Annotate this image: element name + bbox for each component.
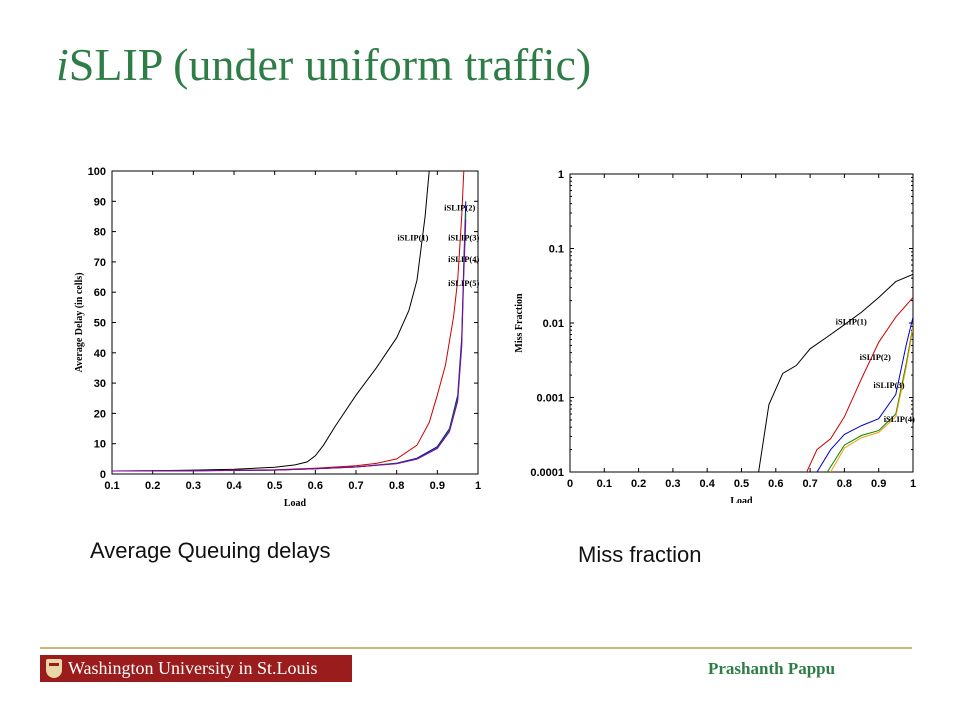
x-tick-label: 1: [910, 478, 916, 490]
x-tick-label: 0.8: [389, 480, 404, 492]
y-axis-label: Average Delay (in cells): [74, 272, 85, 372]
footer-divider: [40, 647, 912, 649]
x-tick-label: 0.7: [348, 480, 363, 492]
y-tick-label: 0.01: [543, 318, 564, 330]
series-label: iSLIP(5): [448, 278, 479, 288]
x-tick-label: 0.5: [734, 478, 749, 490]
series-line: [758, 273, 913, 472]
x-tick-label: 0.2: [145, 480, 160, 492]
x-tick-label: 0.5: [267, 480, 282, 492]
y-tick-label: 0.1: [549, 244, 564, 256]
series-line: [112, 219, 467, 472]
x-tick-label: 0.3: [665, 478, 680, 490]
series-label: iSLIP(2): [860, 352, 891, 362]
x-tick-label: 0.4: [700, 478, 716, 490]
series-label: iSLIP(1): [397, 233, 428, 243]
series-line: [112, 171, 465, 472]
series-line: [826, 326, 913, 472]
series-line: [112, 171, 430, 472]
slide-title-italic: i: [56, 39, 69, 90]
series-label: iSLIP(1): [836, 317, 867, 327]
x-tick-label: 1: [475, 480, 481, 492]
y-tick-label: 0: [100, 469, 106, 481]
y-tick-label: 0.0001: [530, 467, 564, 479]
series-label: iSLIP(3): [873, 380, 904, 390]
slide-title-rest: SLIP (under uniform traffic): [68, 39, 592, 90]
x-tick-label: 0.9: [430, 480, 445, 492]
x-tick-label: 0.7: [802, 478, 817, 490]
series-group: [112, 171, 467, 472]
y-tick-label: 40: [94, 348, 106, 360]
x-tick-label: 0.9: [871, 478, 886, 490]
y-tick-label: 100: [88, 166, 106, 178]
series-line: [816, 316, 913, 472]
y-tick-label: 70: [94, 257, 106, 269]
x-tick-label: 0.4: [226, 480, 242, 492]
x-tick-label: 0.2: [631, 478, 646, 490]
caption-miss-fraction: Miss fraction: [578, 542, 702, 567]
y-tick-label: 60: [94, 287, 106, 299]
y-tick-label: 30: [94, 378, 106, 390]
y-tick-label: 80: [94, 227, 106, 239]
series-line: [112, 213, 467, 472]
series-label: iSLIP(2): [444, 202, 475, 212]
series-group: [758, 273, 913, 472]
x-tick-label: 0.6: [308, 480, 323, 492]
university-logo: Washington University in St.Louis: [40, 655, 352, 682]
y-tick-label: 10: [94, 439, 106, 451]
series-label: iSLIP(4): [448, 254, 479, 264]
shield-icon: [46, 659, 62, 678]
x-tick-label: 0.6: [768, 478, 783, 490]
x-tick-label: 0.1: [104, 480, 119, 492]
y-tick-label: 50: [94, 318, 106, 330]
series-line: [830, 328, 913, 472]
x-tick-label: 0: [567, 478, 573, 490]
miss-fraction-chart: 0 0.1 0.2 0.3 0.4 0.5 0.6 0.7 0.8 0.9 1 0.0001 0.001…: [514, 169, 916, 503]
x-axis-label: Load: [730, 496, 753, 503]
university-name: Washington University in St.Louis: [68, 658, 318, 678]
x-tick-label: 0.3: [186, 480, 201, 492]
x-tick-label: 0.1: [597, 478, 612, 490]
caption-average-queuing-delays: Average Queuing delays: [90, 538, 331, 563]
series-label: iSLIP(4): [884, 414, 915, 424]
series-line: [806, 297, 913, 472]
series-label: iSLIP(3): [448, 233, 479, 243]
y-tick-label: 20: [94, 408, 106, 420]
slide-title: iSLIP (under uniform traffic): [56, 38, 591, 91]
y-tick-label: 0.001: [536, 393, 564, 405]
x-axis-label: Load: [284, 498, 307, 509]
y-tick-label: 90: [94, 196, 106, 208]
y-axis-label: Miss Fraction: [514, 293, 525, 353]
author-name: Prashanth Pappu: [708, 659, 836, 678]
x-tick-label: 0.8: [837, 478, 852, 490]
average-delay-chart: 0.1 0.2 0.3 0.4 0.5 0.6 0.7 0.8 0.9 1010203040506…: [74, 166, 481, 509]
plot-frame: [111, 170, 479, 475]
y-tick-label: 1: [558, 169, 564, 181]
